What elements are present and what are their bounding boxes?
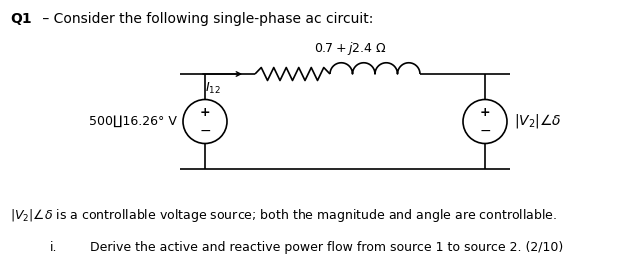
Text: $|V_2|\angle\delta$ is a controllable voltage source; both the magnitude and ang: $|V_2|\angle\delta$ is a controllable vo… (10, 207, 557, 224)
Text: $I_{12}$: $I_{12}$ (205, 81, 221, 96)
Text: +: + (200, 106, 211, 119)
Text: $|V_2|\angle\delta$: $|V_2|\angle\delta$ (514, 112, 562, 131)
Text: $0.7 + j2.4\ \Omega$: $0.7 + j2.4\ \Omega$ (314, 40, 387, 57)
Text: Q1: Q1 (10, 12, 32, 26)
Text: +: + (480, 106, 490, 119)
Text: −: − (479, 124, 491, 138)
Text: 500∐16.26° V: 500∐16.26° V (89, 115, 177, 128)
Text: i.: i. (50, 241, 57, 254)
Text: −: − (199, 124, 211, 138)
Text: – Consider the following single-phase ac circuit:: – Consider the following single-phase ac… (38, 12, 373, 26)
Text: Derive the active and reactive power flow from source 1 to source 2. (2/10): Derive the active and reactive power flo… (90, 241, 563, 254)
